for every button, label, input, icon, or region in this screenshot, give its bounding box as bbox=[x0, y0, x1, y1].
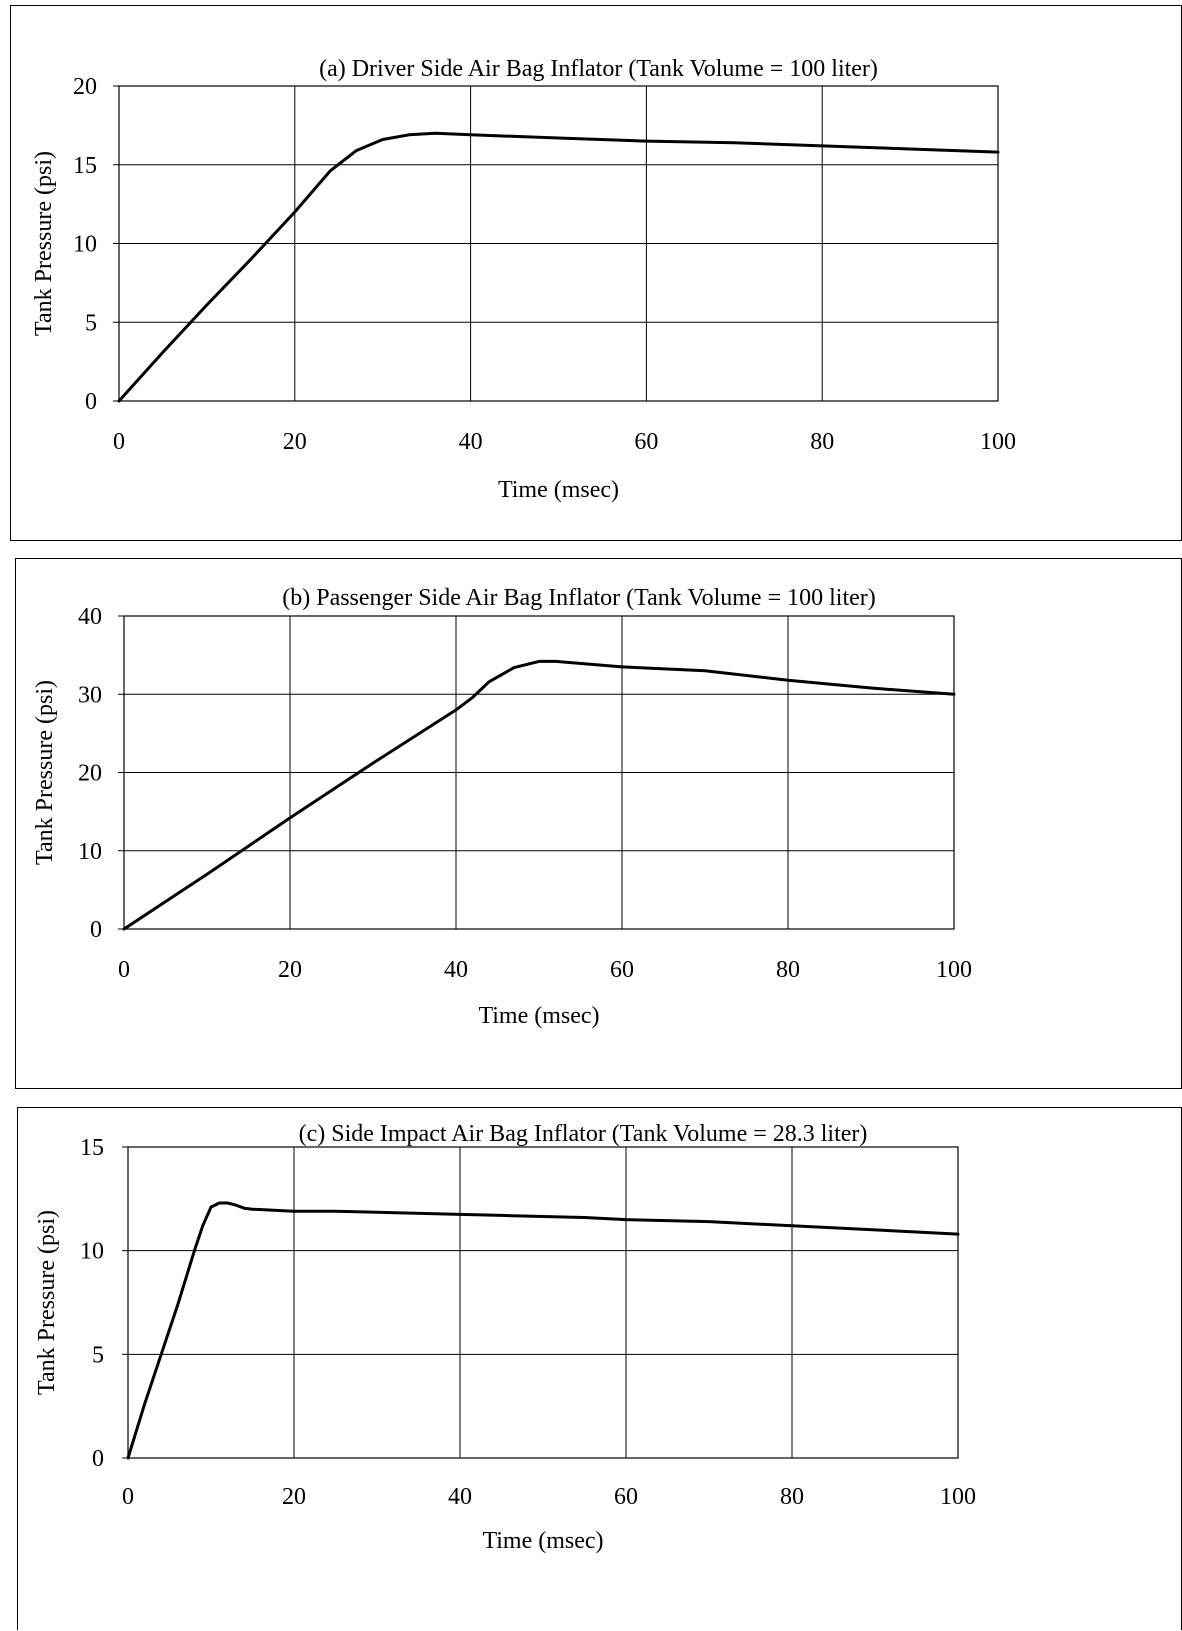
chart-b-series-line bbox=[122, 659, 956, 931]
chart-a-ytick-label: 20 bbox=[73, 74, 97, 100]
chart-a-ytick-label: 10 bbox=[73, 232, 97, 258]
chart-a-x-axis-label: Time (msec) bbox=[498, 477, 619, 503]
chart-b-ytick-label: 10 bbox=[78, 839, 102, 865]
chart-a-xtick-label: 60 bbox=[634, 429, 658, 455]
chart-c-x-axis-label: Time (msec) bbox=[482, 1528, 603, 1554]
chart-b-y-axis-label: Tank Pressure (psi) bbox=[32, 680, 58, 865]
chart-a-xtick-label: 0 bbox=[113, 429, 125, 455]
chart-panel-a: (a) Driver Side Air Bag Inflator (Tank V… bbox=[10, 5, 1182, 541]
chart-b-ytick-label: 20 bbox=[78, 761, 102, 787]
chart-c-xtick-label: 80 bbox=[780, 1484, 804, 1510]
chart-a-series-line bbox=[117, 131, 1000, 403]
chart-c-ytick-label: 0 bbox=[92, 1446, 104, 1472]
chart-c-ytick-label: 15 bbox=[80, 1135, 104, 1161]
chart-b-plot-area bbox=[123, 615, 955, 930]
chart-b-title: (b) Passenger Side Air Bag Inflator (Tan… bbox=[282, 585, 876, 611]
chart-c-plot-area bbox=[127, 1146, 959, 1459]
chart-a-ytick-label: 0 bbox=[85, 389, 97, 415]
chart-b-xtick-label: 0 bbox=[118, 957, 130, 983]
chart-b-svg: (b) Passenger Side Air Bag Inflator (Tan… bbox=[32, 585, 972, 1029]
chart-panel-c: (c) Side Impact Air Bag Inflator (Tank V… bbox=[17, 1107, 1182, 1630]
chart-c-y-axis-label: Tank Pressure (psi) bbox=[34, 1210, 60, 1395]
chart-c-title: (c) Side Impact Air Bag Inflator (Tank V… bbox=[299, 1121, 868, 1147]
chart-b-xtick-label: 80 bbox=[776, 957, 800, 983]
chart-b-xtick-label: 60 bbox=[610, 957, 634, 983]
chart-c-xtick-label: 60 bbox=[614, 1484, 638, 1510]
chart-a-xtick-label: 20 bbox=[283, 429, 307, 455]
chart-c-xtick-label: 40 bbox=[448, 1484, 472, 1510]
chart-a-y-axis-label: Tank Pressure (psi) bbox=[31, 151, 57, 336]
chart-c-svg: (c) Side Impact Air Bag Inflator (Tank V… bbox=[34, 1121, 976, 1554]
chart-a-xtick-label: 40 bbox=[459, 429, 483, 455]
chart-a-xtick-label: 100 bbox=[980, 429, 1016, 455]
chart-a-title: (a) Driver Side Air Bag Inflator (Tank V… bbox=[319, 56, 878, 82]
chart-c-series-line bbox=[126, 1201, 960, 1460]
chart-b-ytick-label: 30 bbox=[78, 682, 102, 708]
chart-panel-b: (b) Passenger Side Air Bag Inflator (Tan… bbox=[15, 558, 1182, 1089]
chart-b-ytick-label: 40 bbox=[78, 604, 102, 630]
chart-b-xtick-label: 20 bbox=[278, 957, 302, 983]
chart-c-ytick-label: 5 bbox=[92, 1342, 104, 1368]
chart-a-ytick-label: 5 bbox=[85, 310, 97, 336]
chart-b-x-axis-label: Time (msec) bbox=[478, 1003, 599, 1029]
chart-a-plot-area bbox=[118, 85, 999, 402]
chart-b-ytick-label: 0 bbox=[90, 917, 102, 943]
chart-c-xtick-label: 100 bbox=[940, 1484, 976, 1510]
chart-b-xtick-label: 100 bbox=[936, 957, 972, 983]
chart-c-ytick-label: 10 bbox=[80, 1239, 104, 1265]
chart-c-xtick-label: 20 bbox=[282, 1484, 306, 1510]
chart-a-xtick-label: 80 bbox=[810, 429, 834, 455]
chart-c-xtick-label: 0 bbox=[122, 1484, 134, 1510]
chart-a-svg: (a) Driver Side Air Bag Inflator (Tank V… bbox=[31, 56, 1016, 503]
chart-b-xtick-label: 40 bbox=[444, 957, 468, 983]
chart-a-ytick-label: 15 bbox=[73, 153, 97, 179]
